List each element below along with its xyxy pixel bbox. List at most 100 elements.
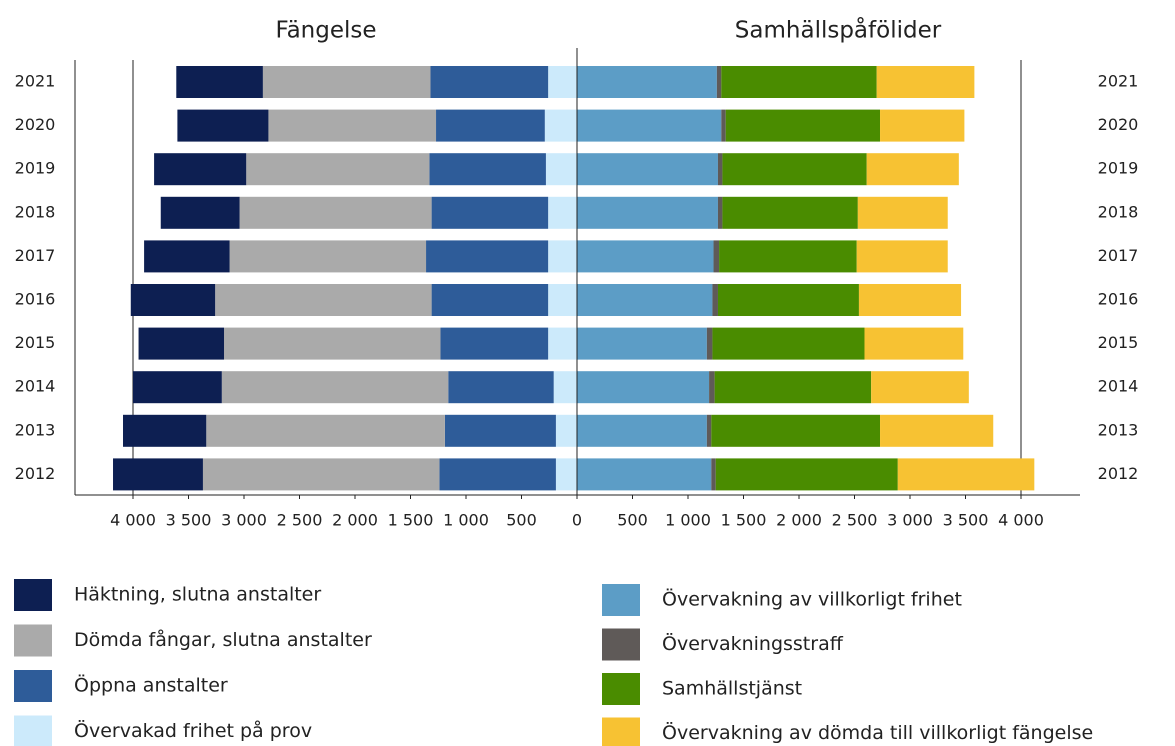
bar (555, 414, 577, 447)
x-tick-label: 500 (506, 511, 537, 530)
x-tick-label: 0 (572, 511, 582, 530)
bar (548, 66, 577, 98)
bar (444, 414, 556, 447)
x-tick-label: 4 000 (110, 511, 156, 530)
legend-swatch (602, 673, 640, 705)
bar (239, 196, 432, 229)
x-tick-label: 2 000 (332, 511, 378, 530)
y-tick-label: 2019 (15, 159, 56, 178)
panel-title: Samhällspåfölider (735, 16, 942, 44)
bar (577, 109, 722, 142)
bar (725, 109, 881, 142)
bar (577, 196, 718, 229)
legend-label: Öppna anstalter (74, 674, 228, 697)
y-tick-label: 2015 (15, 333, 56, 352)
bar (706, 327, 713, 360)
bar (864, 327, 964, 360)
bar (713, 240, 720, 273)
bar (224, 327, 441, 360)
bar (712, 284, 718, 316)
x-tick-label: 3 500 (166, 511, 212, 530)
bar (436, 109, 545, 142)
bar (721, 66, 877, 98)
y-tick-label: 2016 (15, 290, 56, 309)
y-tick-label: 2013 (15, 420, 56, 439)
bar (577, 284, 713, 316)
bar (722, 153, 867, 186)
bar (548, 240, 577, 273)
x-tick-label: 1 500 (388, 511, 434, 530)
bar (712, 327, 865, 360)
bar (246, 153, 430, 186)
legend-label: Övervakning av dömda till villkorligt fä… (662, 721, 1093, 744)
bar (138, 327, 225, 360)
bar (548, 284, 577, 316)
legend-swatch (14, 624, 52, 657)
legend-label: Dömda fångar, slutna anstalter (74, 628, 372, 651)
legend-swatch (14, 579, 52, 611)
y-tick-label: 2012 (1098, 464, 1139, 483)
bar (553, 371, 577, 404)
y-tick-label: 2020 (1098, 115, 1139, 134)
y-tick-label: 2018 (1098, 202, 1139, 221)
legend-label: Häktning, slutna anstalter (74, 584, 321, 606)
bar (154, 153, 247, 186)
x-tick-label: 500 (617, 511, 648, 530)
y-tick-label: 2014 (15, 377, 56, 396)
bar (577, 240, 714, 273)
bar (448, 371, 554, 404)
bar (577, 66, 717, 98)
bar (206, 414, 445, 447)
bar (123, 414, 207, 447)
y-tick-label: 2013 (1098, 420, 1139, 439)
bar (577, 327, 707, 360)
bar (857, 196, 948, 229)
bar (577, 371, 710, 404)
bar (722, 196, 858, 229)
bar (429, 153, 546, 186)
bar (717, 196, 723, 229)
bar (880, 414, 994, 447)
bar (721, 109, 726, 142)
bar (577, 458, 712, 491)
bar (577, 414, 707, 447)
x-tick-label: 2 500 (832, 511, 878, 530)
bar (229, 240, 427, 273)
bar (555, 458, 577, 491)
bar (130, 284, 216, 316)
legend-swatch (14, 715, 52, 746)
y-tick-label: 2018 (15, 202, 56, 221)
bar (426, 240, 549, 273)
y-tick-label: 2021 (15, 72, 56, 91)
x-tick-label: 3 000 (887, 511, 933, 530)
legend-label: Övervakning av villkorligt frihet (662, 588, 962, 611)
bar (439, 458, 556, 491)
y-tick-label: 2019 (1098, 159, 1139, 178)
x-tick-label: 1 000 (443, 511, 489, 530)
bar (711, 414, 881, 447)
bar (856, 240, 948, 273)
bar (719, 240, 857, 273)
bar (897, 458, 1035, 491)
y-tick-label: 2017 (1098, 246, 1139, 265)
bar (876, 66, 975, 98)
legend-swatch (602, 628, 640, 661)
bar (268, 109, 437, 142)
y-tick-label: 2017 (15, 246, 56, 265)
bar (176, 66, 263, 98)
bar (160, 196, 240, 229)
y-tick-label: 2012 (15, 464, 56, 483)
bar (871, 371, 969, 404)
legend-label: Övervakningsstraff (662, 632, 844, 655)
x-tick-label: 1 500 (721, 511, 767, 530)
bar (548, 327, 577, 360)
y-tick-label: 2016 (1098, 290, 1139, 309)
bar (431, 196, 549, 229)
x-tick-label: 1 000 (665, 511, 711, 530)
bar (177, 109, 269, 142)
bar (113, 458, 203, 491)
y-tick-label: 2015 (1098, 333, 1139, 352)
bar (215, 284, 432, 316)
bar (440, 327, 549, 360)
